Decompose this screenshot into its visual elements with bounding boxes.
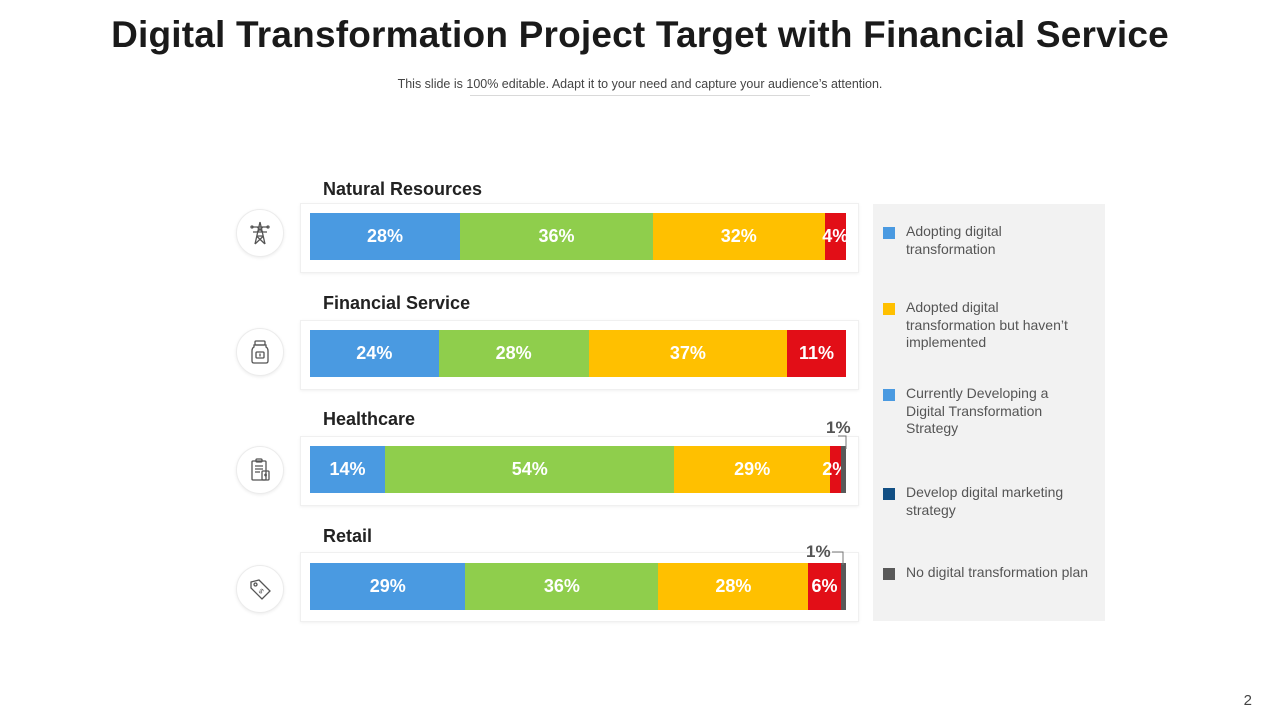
bar-segment-marketing-strategy: 2% — [822, 446, 848, 493]
data-label: 4% — [822, 226, 849, 246]
bar-segment-developing-strategy: 29% — [674, 446, 830, 493]
slide-subtitle: This slide is 100% editable. Adapt it to… — [397, 77, 883, 91]
data-label: 29% — [369, 576, 406, 596]
bar-segment-adopting: 24% — [310, 330, 439, 377]
bar-segment-marketing-strategy: 11% — [787, 330, 846, 377]
data-label: 24% — [356, 343, 393, 363]
legend-label-adopting: Adopting digital transformation — [906, 223, 1002, 257]
bar-segment-adopting: 28% — [310, 213, 461, 260]
clipboard-icon — [236, 446, 284, 494]
bar-retail: 29% 36% 28% 6% — [310, 563, 846, 610]
callout-leader-retail — [832, 551, 844, 565]
bar-segment-adopted-not-implemented: 36% — [460, 213, 654, 260]
legend-label-developing: Currently Developing a Digital Transform… — [906, 385, 1049, 436]
row-label-healthcare: Healthcare — [323, 409, 416, 429]
power-tower-icon — [236, 209, 284, 257]
subtitle-underline — [470, 95, 810, 96]
data-label: 28% — [715, 576, 752, 596]
legend-swatch-adopted — [883, 303, 895, 315]
legend-label-no-plan: No digital transformation plan — [906, 564, 1089, 580]
data-label: 36% — [538, 226, 575, 246]
data-label: 28% — [495, 343, 532, 363]
bar-healthcare: 14% 54% 29% 2% — [310, 446, 848, 493]
bar-financial-service: 24% 28% 37% 11% — [310, 330, 846, 377]
bar-segment-marketing-strategy: 6% — [808, 563, 841, 610]
bar-segment-developing-strategy: 32% — [653, 213, 825, 260]
bar-segment-developing-strategy: 37% — [588, 330, 788, 377]
chart-legend: Adopting digital transformation Adopted … — [873, 204, 1105, 621]
data-label: 14% — [329, 459, 366, 479]
bar-segment-marketing-strategy: 4% — [822, 213, 849, 260]
data-label: 11% — [798, 343, 835, 363]
money-jar-icon — [236, 328, 284, 376]
data-label: 29% — [734, 459, 771, 479]
data-label: 6% — [811, 576, 838, 596]
bar-segment-adopting: 14% — [310, 446, 386, 493]
legend-swatch-marketing — [883, 488, 895, 500]
data-label: 54% — [511, 459, 548, 479]
legend-label-adopted: Adopted digital transformation but haven… — [906, 299, 1068, 350]
legend-swatch-no-plan — [883, 568, 895, 580]
row-label-financial-service: Financial Service — [323, 293, 471, 313]
callout-retail-no-plan: 1% — [806, 542, 831, 561]
data-label: 28% — [367, 226, 404, 246]
bar-segment-developing-strategy: 28% — [658, 563, 809, 610]
bar-natural-resources: 28% 36% 32% 4% — [310, 213, 849, 260]
data-label: 32% — [720, 226, 757, 246]
row-label-retail: Retail — [323, 526, 373, 546]
legend-label-marketing: Develop digital marketing strategy — [906, 484, 1064, 518]
row-label-natural-resources: Natural Resources — [323, 179, 483, 199]
data-label: 37% — [669, 343, 706, 363]
bar-segment-adopted-not-implemented: 54% — [385, 446, 675, 493]
callout-leader-healthcare — [838, 435, 847, 449]
bar-segment-no-plan — [840, 563, 846, 610]
legend-swatch-developing — [883, 389, 895, 401]
bar-segment-adopted-not-implemented: 36% — [465, 563, 659, 610]
bar-segment-no-plan — [840, 446, 846, 493]
callout-healthcare-no-plan: 1% — [826, 418, 851, 437]
svg-text:$: $ — [257, 588, 265, 596]
legend-swatch-adopting — [883, 227, 895, 239]
bar-segment-adopting: 29% — [310, 563, 466, 610]
bar-segment-adopted-not-implemented: 28% — [438, 330, 589, 377]
price-tag-icon: $ — [236, 565, 284, 613]
slide-title: Digital Transformation Project Target wi… — [111, 14, 1169, 55]
data-label: 36% — [543, 576, 580, 596]
page-number: 2 — [1243, 692, 1252, 709]
